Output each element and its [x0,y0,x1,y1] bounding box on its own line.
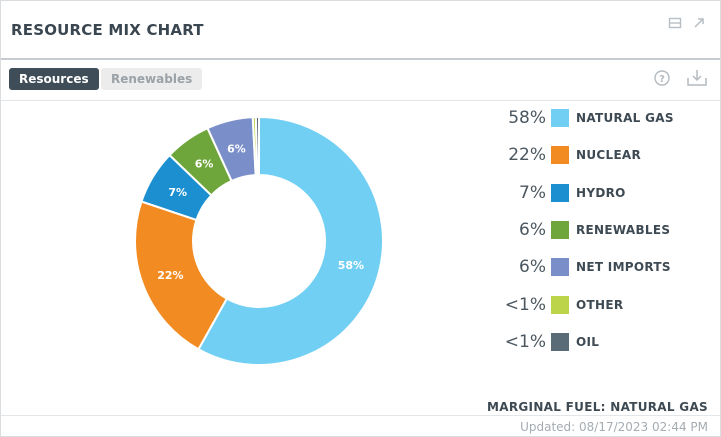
svg-text:?: ? [659,74,665,85]
footer: Updated: 08/17/2023 02:44 PM [1,415,720,437]
legend-item-natural-gas[interactable]: 58% NATURAL GAS [498,107,674,129]
help-icon[interactable]: ? [654,70,670,90]
legend-swatch [551,258,569,277]
legend-item-net-imports[interactable]: 6% NET IMPORTS [498,256,671,278]
slice-label-renewables: 6% [195,158,214,171]
slice-oil[interactable] [254,115,260,177]
legend-label: OTHER [576,297,624,312]
legend-percent: 7% [519,182,546,203]
tab-renewables[interactable]: Renewables [101,68,203,90]
updated-timestamp: Updated: 08/17/2023 02:44 PM [520,420,708,434]
legend-percent: 6% [519,257,546,278]
slice-label-nuclear: 22% [157,269,183,282]
legend-percent: 6% [519,219,546,240]
download-icon[interactable] [686,69,708,91]
slice-label-natural-gas: 58% [338,259,364,272]
expand-icon[interactable] [692,15,706,29]
legend-label: OIL [576,334,600,349]
legend-swatch [551,109,569,127]
legend-label: NUCLEAR [576,148,642,163]
panel-title: RESOURCE MIX CHART [11,21,204,39]
legend-item-nuclear[interactable]: 22% NUCLEAR [498,144,641,166]
legend-item-hydro[interactable]: 7% HYDRO [498,182,626,204]
legend-label: HYDRO [576,185,626,200]
slice-natural-gas[interactable] [197,115,384,366]
panel-header: RESOURCE MIX CHART [1,1,720,60]
legend-item-other[interactable]: <1% OTHER [498,294,623,316]
legend-percent: 22% [508,145,546,166]
legend-percent: 58% [508,108,546,128]
legend-swatch [551,183,569,202]
legend-swatch [551,332,569,351]
legend-swatch [551,295,569,314]
restore-icon[interactable] [668,15,682,29]
legend-percent: <1% [504,331,546,352]
legend-percent: <1% [504,294,546,315]
legend-label: NATURAL GAS [576,111,674,125]
legend-item-oil[interactable]: <1% OIL [498,331,599,353]
legend-swatch [551,146,569,165]
donut-chart: 58% 22% 7% 6% 6% [134,115,384,366]
chart-area: 58% 22% 7% 6% 6% [1,101,501,416]
legend-label: NET IMPORTS [576,260,671,275]
legend-label: RENEWABLES [576,222,671,237]
slice-label-net-imports: 6% [227,143,246,156]
slice-nuclear[interactable] [134,200,229,351]
toolbar: Resources Renewables ? [1,60,720,101]
slice-label-hydro: 7% [168,186,187,199]
marginal-fuel-label: MARGINAL FUEL: NATURAL GAS [487,400,708,414]
legend-item-renewables[interactable]: 6% RENEWABLES [498,219,670,241]
legend-swatch [551,220,569,239]
tab-resources[interactable]: Resources [9,68,99,90]
